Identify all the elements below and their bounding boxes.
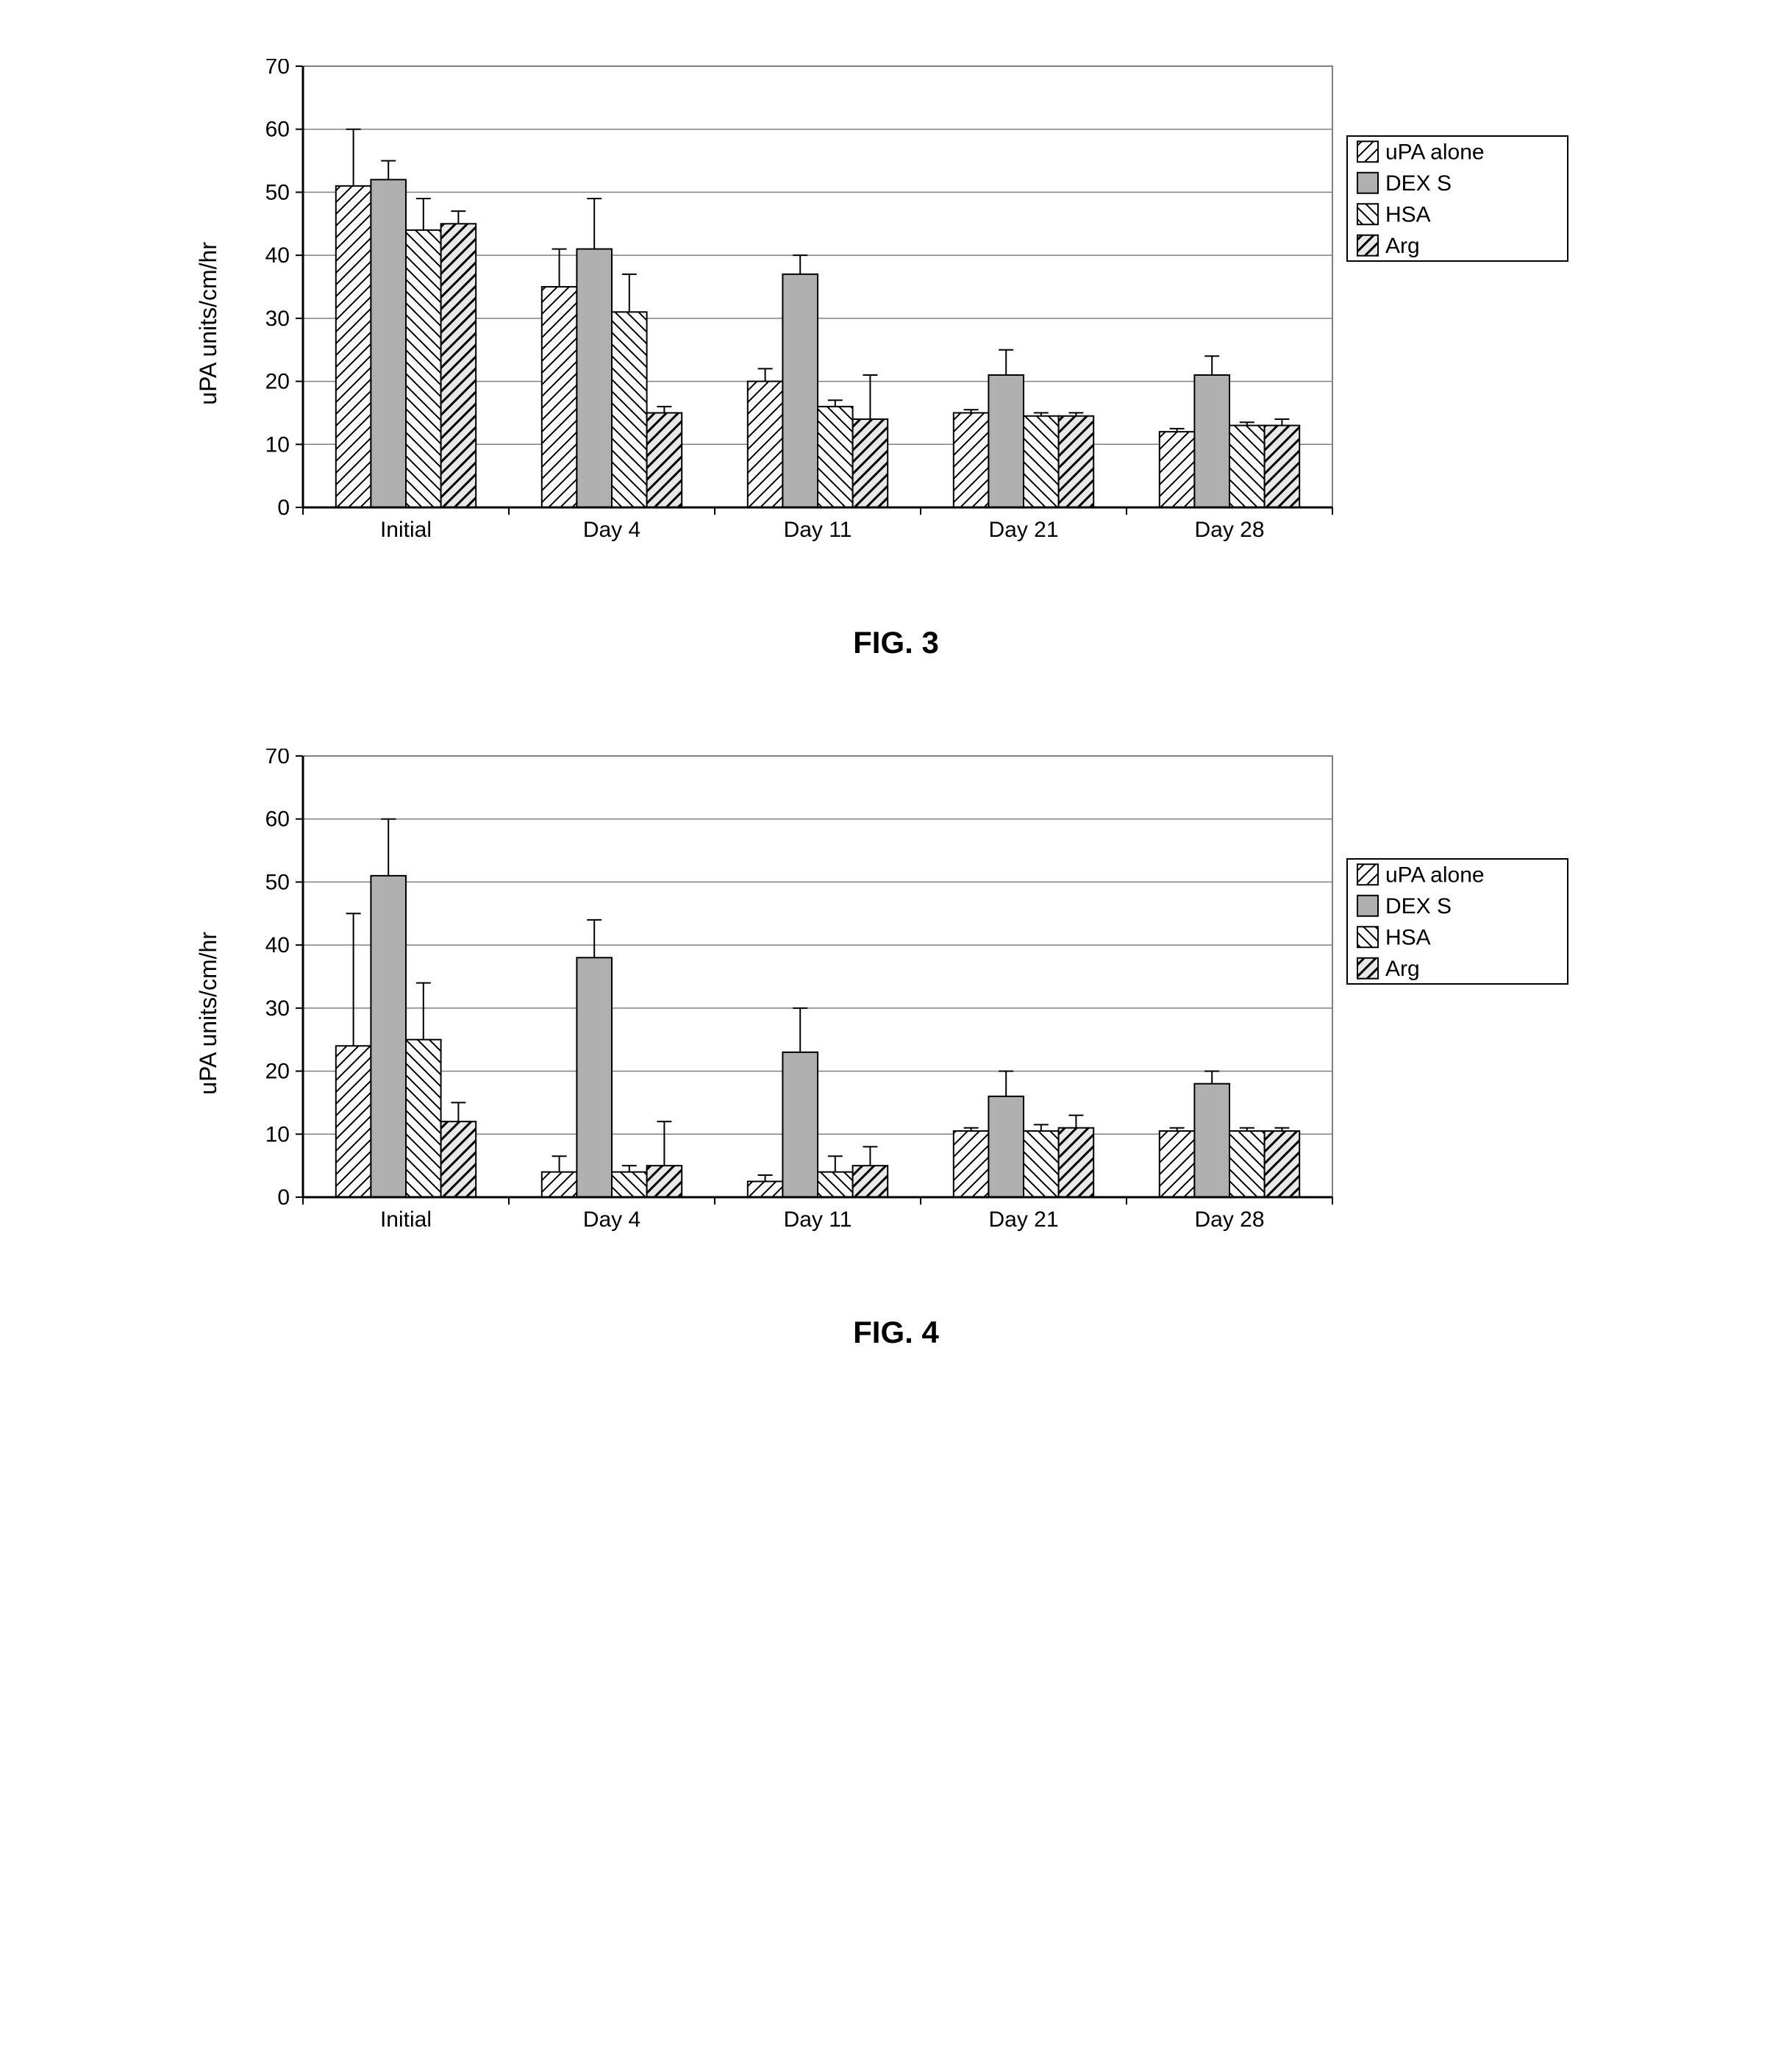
figure-caption-fig4: FIG. 4 [59, 1315, 1733, 1350]
svg-text:50: 50 [265, 180, 290, 204]
svg-text:20: 20 [265, 370, 290, 394]
svg-text:10: 10 [265, 1122, 290, 1146]
chart-wrap-fig4: uPA units/cm/hr 0 10 20 30 40 50 60 70 Initial Da… [59, 749, 1733, 1278]
svg-text:Arg: Arg [1385, 234, 1420, 258]
svg-text:0: 0 [277, 496, 290, 520]
svg-text:Day 21: Day 21 [988, 518, 1058, 542]
svg-text:Day 11: Day 11 [784, 1207, 852, 1232]
figure-3: uPA units/cm/hr 0 10 20 30 40 50 60 70 Initial Da… [59, 59, 1733, 660]
svg-text:HSA: HSA [1385, 925, 1431, 949]
svg-text:Day 4: Day 4 [583, 1207, 640, 1232]
ylabel-fig3: uPA units/cm/hr [195, 242, 222, 405]
svg-text:70: 70 [265, 749, 290, 768]
svg-text:40: 40 [265, 933, 290, 957]
svg-text:Initial: Initial [380, 1207, 432, 1232]
svg-text:40: 40 [265, 243, 290, 268]
svg-text:60: 60 [265, 807, 290, 832]
svg-text:50: 50 [265, 870, 290, 894]
svg-text:Initial: Initial [380, 518, 432, 542]
svg-text:HSA: HSA [1385, 202, 1431, 226]
svg-text:Day 28: Day 28 [1194, 1207, 1264, 1232]
svg-text:0: 0 [277, 1185, 290, 1210]
svg-text:Day 21: Day 21 [988, 1207, 1058, 1232]
figure-caption-fig3: FIG. 3 [59, 625, 1733, 660]
svg-text:60: 60 [265, 118, 290, 142]
svg-text:30: 30 [265, 307, 290, 331]
svg-text:Arg: Arg [1385, 957, 1420, 981]
svg-text:DEX S: DEX S [1385, 894, 1452, 918]
svg-text:30: 30 [265, 996, 290, 1021]
svg-text:DEX S: DEX S [1385, 171, 1452, 196]
svg-text:Day 28: Day 28 [1194, 518, 1264, 542]
figure-4: uPA units/cm/hr 0 10 20 30 40 50 60 70 Initial Da… [59, 749, 1733, 1350]
svg-text:uPA alone: uPA alone [1385, 863, 1485, 887]
chart-wrap-fig3: uPA units/cm/hr 0 10 20 30 40 50 60 70 Initial Da… [59, 59, 1733, 588]
svg-text:10: 10 [265, 432, 290, 457]
svg-text:20: 20 [265, 1060, 290, 1084]
svg-text:Day 11: Day 11 [784, 518, 852, 542]
svg-text:70: 70 [265, 59, 290, 79]
svg-text:uPA alone: uPA alone [1385, 140, 1485, 164]
chart-svg-fig3: 0 10 20 30 40 50 60 70 Initial Day 4 Day 11 Day 21 D… [244, 59, 1597, 588]
svg-text:Day 4: Day 4 [583, 518, 640, 542]
ylabel-fig4: uPA units/cm/hr [195, 932, 222, 1095]
chart-svg-fig4: 0 10 20 30 40 50 60 70 Initial Day 4 Day 11 Day 21 D… [244, 749, 1597, 1278]
